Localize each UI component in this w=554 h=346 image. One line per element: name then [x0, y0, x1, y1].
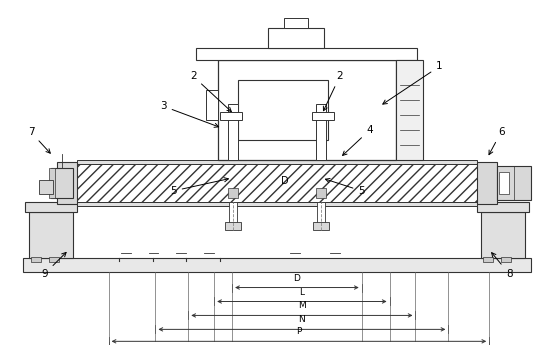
Bar	[31, 257, 41, 262]
Text: D: D	[294, 274, 300, 283]
Bar	[51, 168, 73, 198]
Bar	[497, 166, 531, 200]
Bar	[477, 202, 529, 212]
Bar	[312, 112, 334, 120]
Text: 3: 3	[160, 101, 219, 127]
Bar	[218, 61, 396, 160]
Bar	[316, 104, 326, 160]
Text: 5: 5	[326, 179, 365, 196]
Text: M: M	[298, 301, 306, 310]
Bar	[49, 168, 55, 198]
Bar	[284, 18, 308, 28]
Text: 9: 9	[42, 253, 66, 279]
Text: 8: 8	[491, 253, 512, 279]
Bar	[229, 202, 237, 224]
Bar	[39, 180, 53, 194]
Bar	[228, 188, 238, 198]
Bar	[77, 160, 477, 164]
Bar	[228, 104, 238, 160]
Bar	[477, 162, 497, 204]
Text: P: P	[296, 327, 301, 336]
Bar	[57, 162, 77, 204]
Bar	[499, 172, 509, 194]
Text: N: N	[299, 316, 305, 325]
Bar	[316, 188, 326, 198]
Bar	[225, 222, 241, 230]
Bar	[25, 202, 77, 212]
Bar	[481, 212, 525, 258]
Bar	[268, 28, 324, 47]
Bar	[29, 212, 73, 258]
Bar	[483, 257, 493, 262]
Text: L: L	[299, 288, 304, 297]
Bar	[317, 202, 325, 224]
Text: D: D	[281, 176, 289, 186]
Bar	[313, 222, 329, 230]
Text: 6: 6	[489, 127, 504, 155]
Bar	[196, 47, 417, 61]
Bar	[238, 80, 328, 140]
Text: 2: 2	[190, 71, 232, 112]
Bar	[206, 90, 218, 120]
Text: 2: 2	[324, 71, 343, 111]
Text: 5: 5	[170, 178, 228, 196]
Bar	[77, 202, 477, 206]
Text: 4: 4	[342, 125, 373, 155]
Bar	[23, 258, 531, 272]
Text: 7: 7	[28, 127, 50, 153]
Bar	[396, 61, 423, 160]
Bar	[501, 257, 511, 262]
Bar	[220, 112, 242, 120]
Bar	[77, 164, 477, 202]
Text: 1: 1	[383, 62, 443, 104]
Bar	[49, 257, 59, 262]
